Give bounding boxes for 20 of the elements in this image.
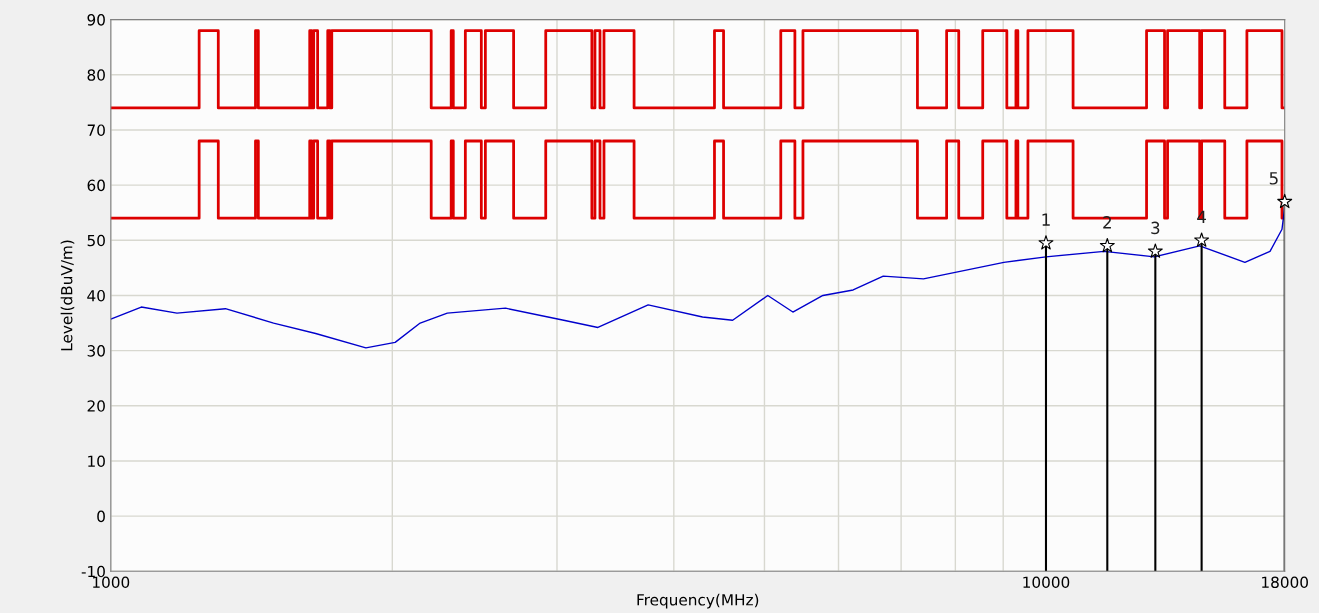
y-tick-label: 80: [87, 69, 105, 81]
y-tick-label: 30: [87, 345, 105, 357]
x-tick-label: 18000: [1262, 576, 1308, 588]
x-tick-label: 10000: [1023, 576, 1070, 588]
annotation: 5: [1269, 172, 1278, 185]
y-tick-label: 70: [87, 124, 105, 136]
y-tick-label: 90: [87, 14, 105, 26]
annotation: 3: [1151, 221, 1160, 235]
y-tick-label: 0: [97, 510, 105, 523]
annotation: 4: [1197, 210, 1206, 223]
x-axis-title: Frequency(MHz): [637, 593, 759, 609]
y-tick-label: 60: [87, 179, 105, 192]
x-tick-label: 1000: [93, 576, 130, 588]
y-tick-label: 20: [87, 400, 105, 412]
annotation: 1: [1042, 213, 1050, 226]
y-tick-label: -10: [81, 565, 105, 578]
y-tick-label: 50: [87, 234, 105, 247]
y-axis-title: Level(dBuV/m): [60, 240, 75, 351]
y-tick-label: 40: [87, 289, 105, 302]
y-tick-label: 10: [88, 455, 105, 467]
